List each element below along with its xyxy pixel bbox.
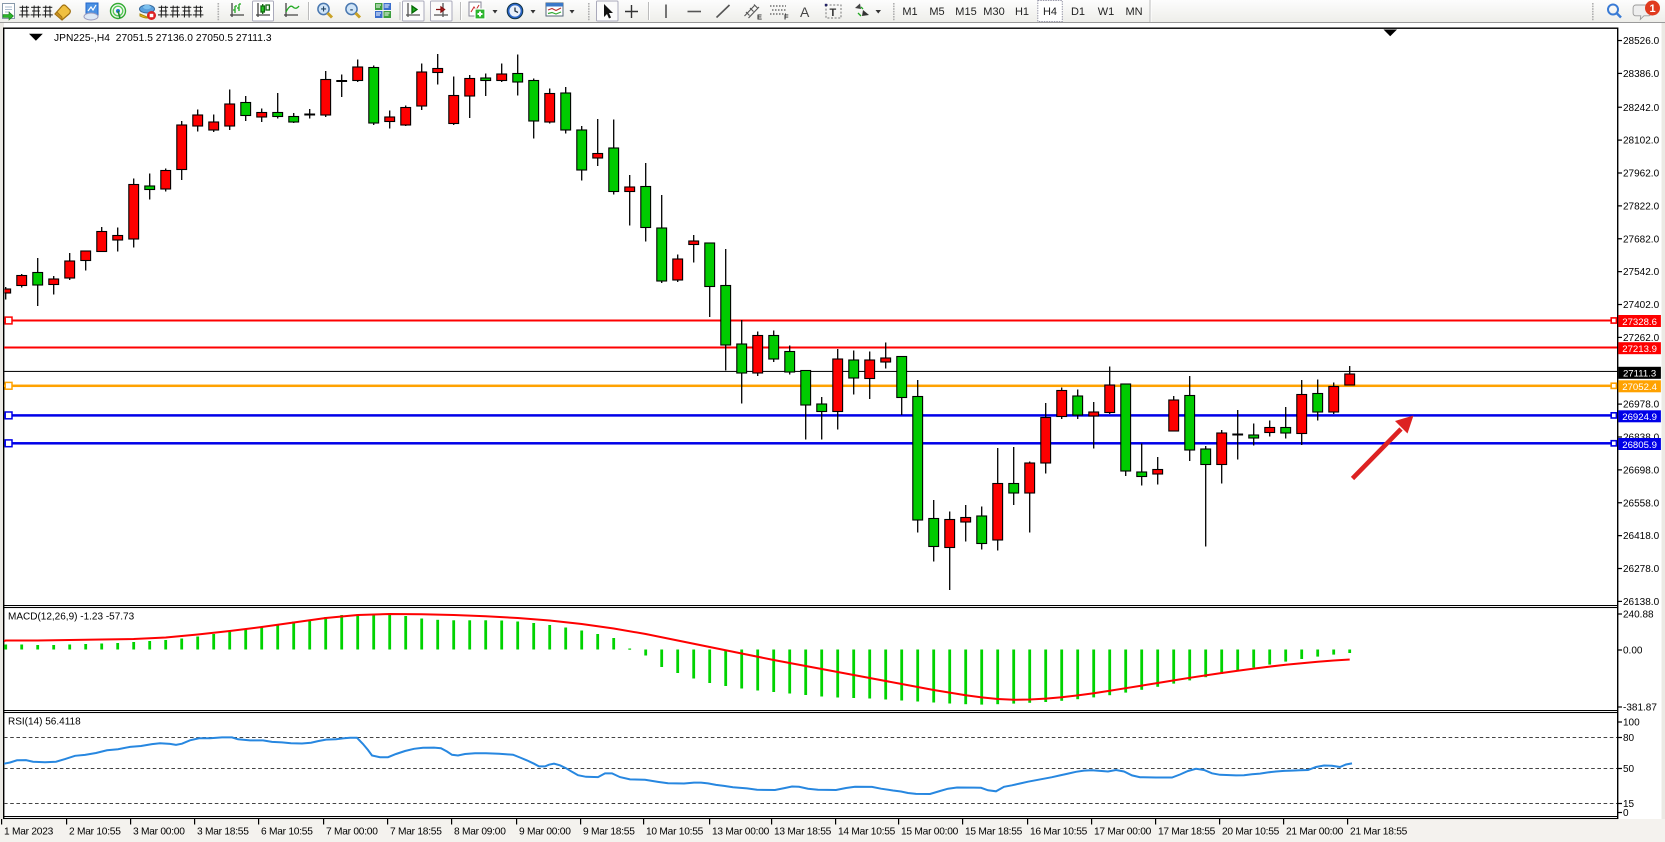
svg-text:1 Mar 2023: 1 Mar 2023 (4, 827, 54, 838)
svg-text:14 Mar 10:55: 14 Mar 10:55 (838, 827, 896, 838)
svg-text:W1: W1 (1098, 6, 1115, 18)
svg-text:7 Mar 00:00: 7 Mar 00:00 (326, 827, 378, 838)
svg-text:28102.0: 28102.0 (1623, 136, 1660, 147)
svg-text:21 Mar 00:00: 21 Mar 00:00 (1286, 827, 1344, 838)
svg-text:100: 100 (1623, 718, 1640, 729)
svg-text:26698.0: 26698.0 (1623, 465, 1660, 476)
svg-text:0.00: 0.00 (1623, 646, 1643, 657)
svg-text:3 Mar 00:00: 3 Mar 00:00 (133, 827, 185, 838)
svg-text:7 Mar 18:55: 7 Mar 18:55 (390, 827, 442, 838)
svg-text:27402.0: 27402.0 (1623, 300, 1660, 311)
svg-text:26138.0: 26138.0 (1623, 597, 1660, 608)
svg-text:26278.0: 26278.0 (1623, 564, 1660, 575)
svg-text:9 Mar 18:55: 9 Mar 18:55 (583, 827, 635, 838)
svg-text:-: - (350, 4, 353, 15)
svg-text:+: + (321, 4, 327, 15)
svg-text:2 Mar 10:55: 2 Mar 10:55 (69, 827, 121, 838)
svg-text:D1: D1 (1071, 6, 1085, 18)
svg-text:80: 80 (1623, 733, 1635, 744)
svg-text:27962.0: 27962.0 (1623, 169, 1660, 180)
svg-text:0: 0 (1623, 808, 1629, 819)
svg-text:MACD(12,26,9) -1.23 -57.73: MACD(12,26,9) -1.23 -57.73 (8, 612, 135, 623)
svg-text:20 Mar 10:55: 20 Mar 10:55 (1222, 827, 1280, 838)
svg-text:13 Mar 18:55: 13 Mar 18:55 (774, 827, 832, 838)
svg-text:27052.4: 27052.4 (1622, 382, 1657, 393)
svg-text:26978.0: 26978.0 (1623, 400, 1660, 411)
svg-text:8 Mar 09:00: 8 Mar 09:00 (454, 827, 506, 838)
svg-text:26805.9: 26805.9 (1622, 440, 1657, 451)
svg-text:28526.0: 28526.0 (1623, 36, 1660, 47)
svg-text:E: E (757, 13, 762, 22)
svg-text:H4: H4 (1043, 6, 1057, 18)
svg-text:17 Mar 00:00: 17 Mar 00:00 (1094, 827, 1152, 838)
svg-text:27213.9: 27213.9 (1622, 344, 1657, 355)
svg-text:13 Mar 00:00: 13 Mar 00:00 (712, 827, 770, 838)
svg-text:27682.0: 27682.0 (1623, 234, 1660, 245)
svg-text:15: 15 (1623, 799, 1635, 810)
svg-text:6 Mar 10:55: 6 Mar 10:55 (261, 827, 313, 838)
svg-text:M5: M5 (929, 6, 944, 18)
svg-text:50: 50 (1623, 764, 1635, 775)
svg-text:3 Mar 18:55: 3 Mar 18:55 (197, 827, 249, 838)
svg-text:10 Mar 10:55: 10 Mar 10:55 (646, 827, 704, 838)
svg-text:28386.0: 28386.0 (1623, 69, 1660, 80)
svg-text:9 Mar 00:00: 9 Mar 00:00 (519, 827, 571, 838)
svg-text:H1: H1 (1015, 6, 1029, 18)
svg-text:15 Mar 18:55: 15 Mar 18:55 (965, 827, 1023, 838)
svg-text:17 Mar 18:55: 17 Mar 18:55 (1158, 827, 1216, 838)
svg-text:MN: MN (1125, 6, 1142, 18)
svg-text:M1: M1 (902, 6, 917, 18)
svg-text:F: F (784, 13, 789, 22)
svg-text:26924.9: 26924.9 (1622, 412, 1657, 423)
svg-text:T: T (830, 7, 837, 19)
svg-text:27822.0: 27822.0 (1623, 201, 1660, 212)
svg-text:21 Mar 18:55: 21 Mar 18:55 (1350, 827, 1408, 838)
svg-text:26558.0: 26558.0 (1623, 498, 1660, 509)
svg-text:27542.0: 27542.0 (1623, 267, 1660, 278)
svg-text:27262.0: 27262.0 (1623, 333, 1660, 344)
svg-text:A: A (800, 4, 810, 20)
svg-text:28242.0: 28242.0 (1623, 103, 1660, 114)
svg-text:M30: M30 (983, 6, 1004, 18)
svg-text:M15: M15 (955, 6, 976, 18)
svg-text:-381.87: -381.87 (1623, 703, 1657, 714)
svg-text:240.88: 240.88 (1623, 610, 1654, 621)
svg-text:JPN225-,H4 27051.5 27136.0 27: JPN225-,H4 27051.5 27136.0 27050.5 27111… (54, 33, 272, 44)
svg-text:16 Mar 10:55: 16 Mar 10:55 (1030, 827, 1088, 838)
svg-text:15 Mar 00:00: 15 Mar 00:00 (901, 827, 959, 838)
svg-text:27111.3: 27111.3 (1623, 369, 1656, 380)
svg-text:26418.0: 26418.0 (1623, 531, 1660, 542)
svg-text:27328.6: 27328.6 (1622, 317, 1657, 328)
svg-text:1: 1 (1649, 3, 1655, 15)
svg-text:RSI(14) 56.4118: RSI(14) 56.4118 (8, 717, 81, 728)
